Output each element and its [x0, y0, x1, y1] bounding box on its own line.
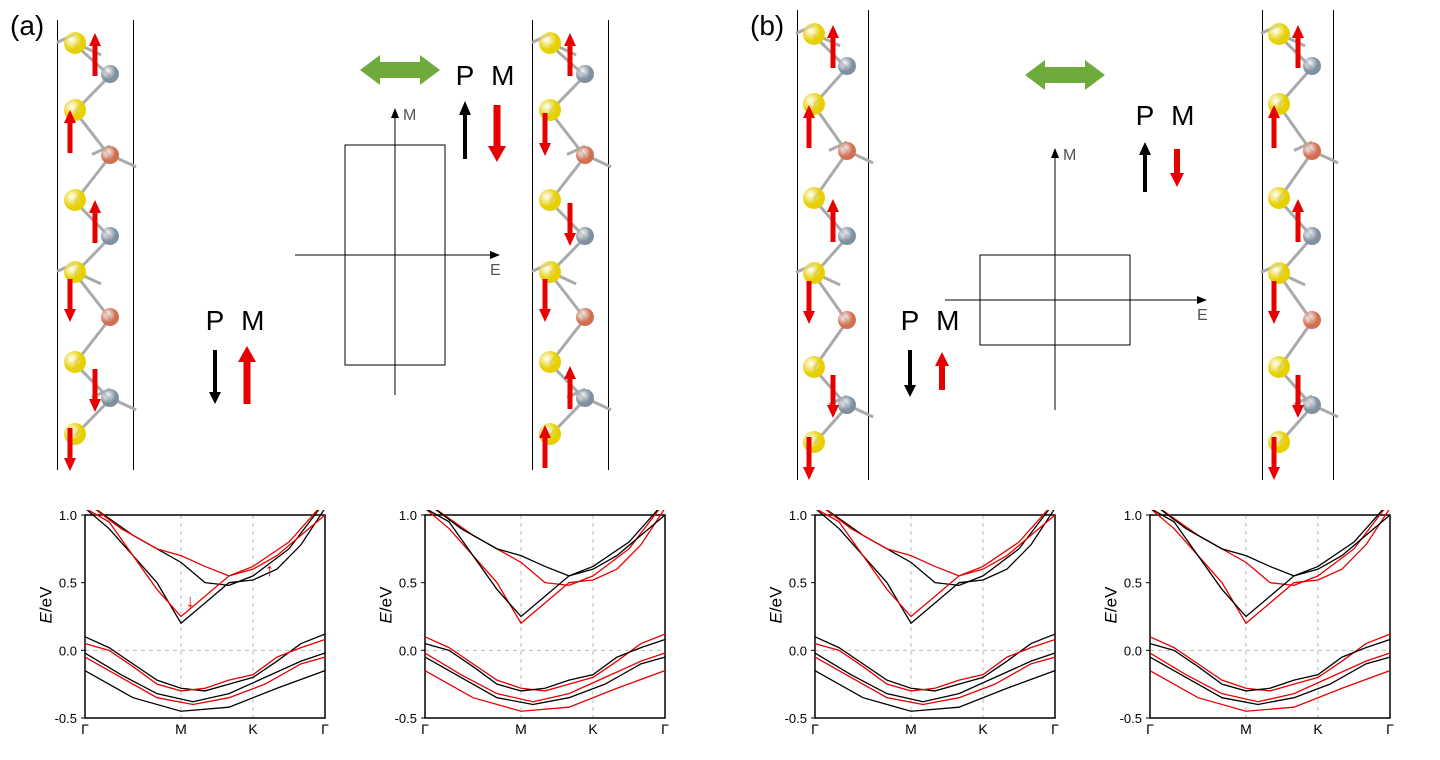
crystal-structure-b-left	[785, 10, 880, 480]
crystal-structure-b-right	[1250, 10, 1345, 480]
svg-text:Γ: Γ	[81, 721, 89, 737]
svg-text:-0.5: -0.5	[1120, 711, 1142, 726]
green-double-arrow-a	[355, 50, 445, 95]
svg-text:Γ: Γ	[1386, 721, 1394, 737]
svg-text:M: M	[905, 721, 917, 737]
svg-text:1.0: 1.0	[1124, 510, 1142, 523]
svg-text:0.5: 0.5	[59, 576, 77, 591]
svg-text:M: M	[175, 721, 187, 737]
pm-label-a-left: P M	[200, 305, 270, 419]
band-structure-b-left: -0.50.00.51.0ΓMKΓE/eV	[770, 510, 1060, 740]
svg-text:Γ: Γ	[661, 721, 669, 737]
svg-text:-0.5: -0.5	[785, 711, 807, 726]
svg-text:0.0: 0.0	[59, 643, 77, 658]
svg-text:1.0: 1.0	[789, 510, 807, 523]
svg-text:0.0: 0.0	[1124, 643, 1142, 658]
svg-text:M: M	[515, 721, 527, 737]
svg-text:0.0: 0.0	[399, 643, 417, 658]
svg-text:0.0: 0.0	[789, 643, 807, 658]
green-double-arrow-b	[1020, 55, 1110, 100]
svg-text:1.0: 1.0	[399, 510, 417, 523]
svg-text:K: K	[1313, 721, 1323, 737]
hysteresis-loop-a: E M	[285, 105, 505, 410]
panel-a-label: (a)	[10, 10, 44, 42]
svg-text:E: E	[1197, 307, 1208, 324]
crystal-structure-a-left	[45, 20, 145, 470]
svg-text:-0.5: -0.5	[55, 711, 77, 726]
svg-text:-0.5: -0.5	[395, 711, 417, 726]
hysteresis-loop-b: E M	[935, 140, 1215, 425]
svg-text:M: M	[1063, 147, 1076, 164]
svg-text:E: E	[490, 262, 501, 279]
svg-text:M: M	[1240, 721, 1252, 737]
svg-text:Γ: Γ	[321, 721, 329, 737]
crystal-structure-a-right	[520, 20, 620, 470]
svg-text:K: K	[248, 721, 258, 737]
svg-text:0.5: 0.5	[789, 576, 807, 591]
svg-text:↓: ↓	[186, 591, 195, 611]
svg-text:0.5: 0.5	[1124, 576, 1142, 591]
band-structure-b-right: -0.50.00.51.0ΓMKΓE/eV	[1105, 510, 1395, 740]
band-structure-a-left: -0.50.00.51.0ΓMKΓ↓↑E/eV	[40, 510, 330, 740]
svg-text:M: M	[403, 107, 416, 124]
band-structure-a-right: -0.50.00.51.0ΓMKΓE/eV	[380, 510, 670, 740]
svg-text:↑: ↑	[265, 560, 274, 580]
svg-text:0.5: 0.5	[399, 576, 417, 591]
panel-b-label: (b)	[750, 10, 784, 42]
svg-text:K: K	[588, 721, 598, 737]
svg-text:Γ: Γ	[1146, 721, 1154, 737]
svg-text:1.0: 1.0	[59, 510, 77, 523]
svg-text:Γ: Γ	[1051, 721, 1059, 737]
svg-text:Γ: Γ	[421, 721, 429, 737]
svg-text:K: K	[978, 721, 988, 737]
svg-text:Γ: Γ	[811, 721, 819, 737]
